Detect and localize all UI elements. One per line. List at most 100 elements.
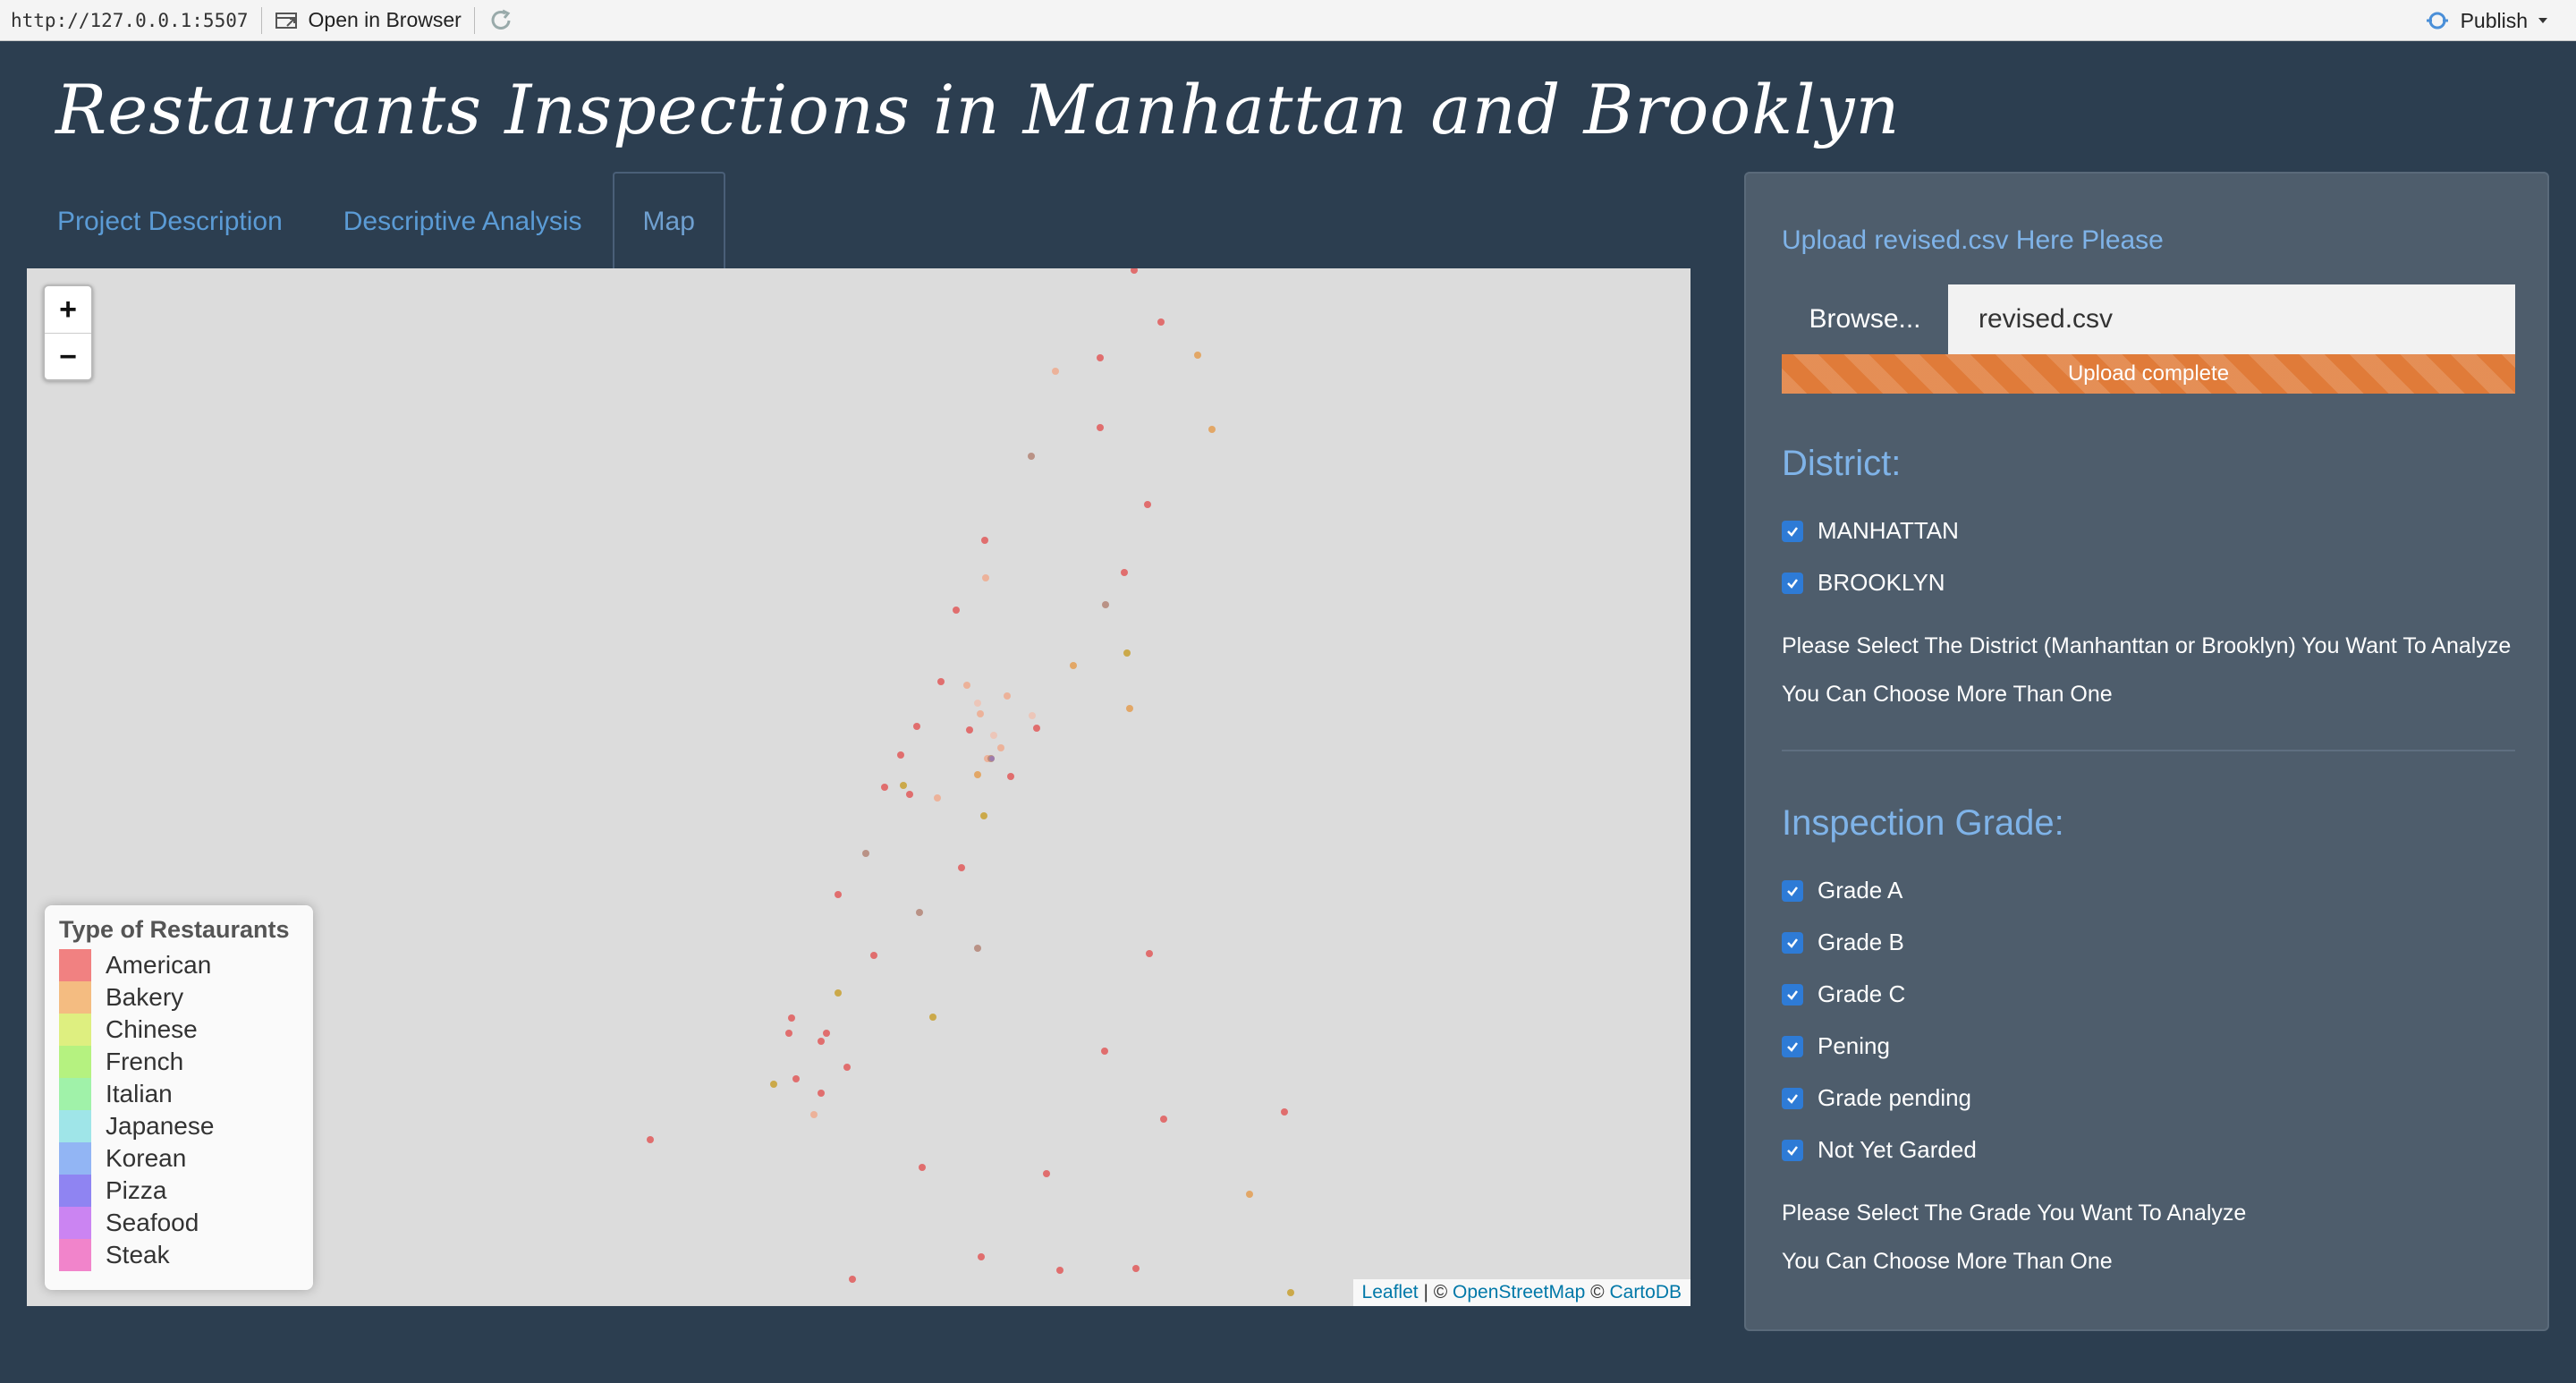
legend-item: Japanese [59,1110,299,1142]
map-point [785,1030,792,1037]
checkbox-pening[interactable]: Pening [1782,1032,1890,1060]
url-label: http://127.0.0.1:5507 [11,9,249,31]
checkbox-label: BROOKLYN [1818,569,1945,596]
map-point [1160,1116,1167,1123]
zoom-control: + − [43,284,93,381]
checkbox-grade-a[interactable]: Grade A [1782,877,1902,904]
page-title: Restaurants Inspections in Manhattan and… [55,70,1901,149]
legend-label: Chinese [106,1015,198,1043]
legend-swatch [59,1239,91,1271]
zoom-out-button[interactable]: − [45,333,91,379]
publish-button[interactable]: Publish [2423,0,2549,41]
map-point [1287,1289,1294,1296]
checkmark-icon[interactable] [1782,1035,1803,1057]
openstreetmap-link[interactable]: OpenStreetMap [1453,1282,1586,1302]
checkbox-not-yet-graded[interactable]: Not Yet Garded [1782,1136,1977,1164]
map-point [1208,426,1216,433]
attribution-separator: © [1585,1282,1610,1302]
map-legend: Type of Restaurants American Bakery Chines… [45,905,313,1290]
checkmark-icon[interactable] [1782,1139,1803,1161]
map-point [989,756,995,761]
map-point [843,1064,851,1071]
map-point [835,891,842,898]
map-point [929,1014,936,1021]
toolbar-divider [260,6,262,34]
checkmark-icon[interactable] [1782,983,1803,1005]
browse-button[interactable]: Browse... [1782,284,1948,354]
map-point [1126,705,1133,712]
map-point [1070,662,1077,669]
checkbox-manhattan[interactable]: MANHATTAN [1782,517,1959,545]
map-point [788,1014,795,1022]
map-point [981,537,988,544]
map-point [770,1081,777,1088]
checkbox-grade-c[interactable]: Grade C [1782,980,1905,1008]
checkmark-icon[interactable] [1782,879,1803,902]
map-point [919,1164,926,1171]
leaflet-map[interactable]: + − Type of Restaurants American Bakery Ch… [27,268,1690,1306]
map-point [916,909,923,916]
map-point [978,1253,985,1260]
map-point [953,607,960,614]
checkbox-grade-b[interactable]: Grade B [1782,929,1904,956]
checkbox-label: Pening [1818,1032,1890,1059]
map-attribution: Leaflet | © OpenStreetMap © CartoDB [1352,1279,1690,1306]
legend-item: Seafood [59,1207,299,1239]
checkbox-brooklyn[interactable]: BROOKLYN [1782,569,1945,597]
legend-swatch [59,949,91,981]
map-point [1132,1265,1140,1272]
tab-project-description[interactable]: Project Description [57,207,283,236]
map-point [937,678,945,685]
district-title: District: [1782,444,1902,483]
map-point [974,771,981,778]
grade-help-text: Please Select The Grade You Want To Anal… [1782,1201,2247,1226]
checkmark-icon[interactable] [1782,1087,1803,1109]
file-upload-control: Browse... revised.csv [1782,284,2515,354]
map-point [1144,501,1151,508]
legend-item: American [59,949,299,981]
inspection-grade-title: Inspection Grade: [1782,803,2064,843]
tab-bar: Project Description Descriptive Analysis… [27,172,725,268]
legend-item: Bakery [59,981,299,1014]
checkmark-icon[interactable] [1782,572,1803,594]
legend-title: Type of Restaurants [59,916,290,943]
legend-label: American [106,951,212,979]
legend-swatch [59,981,91,1014]
chevron-down-icon [2538,18,2547,23]
map-point [990,732,997,739]
tab-map[interactable]: Map [612,172,725,268]
checkbox-label: Grade B [1818,929,1904,955]
refresh-icon[interactable] [487,7,514,34]
legend-item: Italian [59,1078,299,1110]
leaflet-link[interactable]: Leaflet [1361,1282,1419,1302]
map-point [897,751,904,759]
legend-swatch [59,1014,91,1046]
map-point [980,812,987,819]
attribution-separator: | © [1418,1282,1453,1302]
map-point [977,710,984,717]
map-point [1056,1267,1063,1274]
checkbox-label: Grade C [1818,980,1906,1007]
checkmark-icon[interactable] [1782,931,1803,954]
legend-item: Steak [59,1239,299,1271]
cartodb-link[interactable]: CartoDB [1609,1282,1682,1302]
zoom-in-button[interactable]: + [59,293,77,327]
checkmark-icon[interactable] [1782,520,1803,542]
map-point [810,1111,818,1118]
map-point [647,1136,654,1143]
legend-label: Japanese [106,1112,215,1140]
map-point [963,682,970,689]
map-point [792,1075,800,1082]
legend-swatch [59,1046,91,1078]
toolbar-divider [473,6,475,34]
map-point [870,952,877,959]
map-point [974,700,981,707]
legend-label: French [106,1048,184,1075]
file-name-field[interactable]: revised.csv [1948,284,2515,354]
open-in-browser-button[interactable]: Open in Browser [275,8,462,32]
map-point [881,784,888,791]
map-point [1194,352,1201,359]
map-point [862,850,869,857]
tab-descriptive-analysis[interactable]: Descriptive Analysis [343,207,582,236]
checkbox-grade-pending[interactable]: Grade pending [1782,1084,1971,1112]
